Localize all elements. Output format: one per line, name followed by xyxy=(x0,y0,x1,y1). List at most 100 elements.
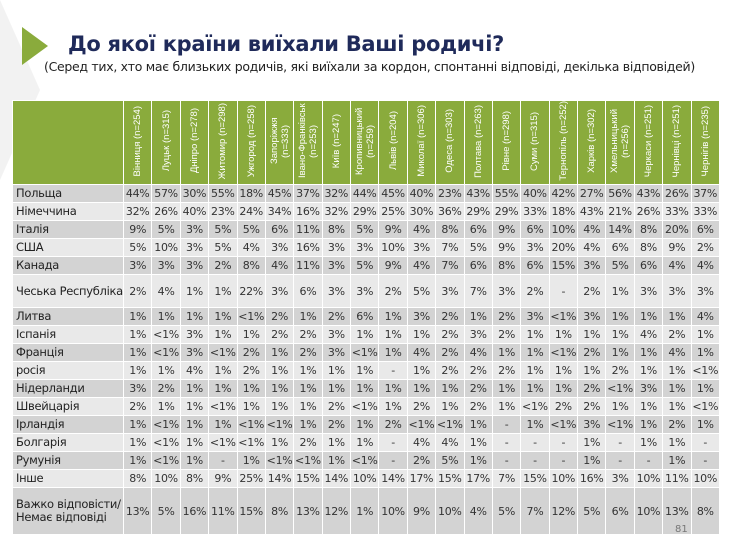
table-cell: 8% xyxy=(435,220,465,239)
table-cell: 43% xyxy=(463,184,493,203)
row-label: Болгарія xyxy=(12,433,124,452)
table-cell: 2% xyxy=(321,397,352,416)
arrow-bullet-icon xyxy=(22,27,48,65)
table-cell: 1% xyxy=(662,451,692,470)
table-cell: 9% xyxy=(662,238,692,257)
column-header: Рівне (n=298) xyxy=(491,100,522,185)
table-row: Литва 1% 1% 1% 1% <1% 2% 1% 2% 6% 1% 3% 2% 1% 2% 3% <1% 3… xyxy=(12,307,720,326)
table-cell: 10% xyxy=(435,487,465,535)
table-cell: 15% xyxy=(236,487,266,535)
table-cell: 1% xyxy=(151,361,181,380)
table-cell: 1% xyxy=(605,397,635,416)
table-cell: 1% xyxy=(208,274,238,308)
table-cell: 10% xyxy=(378,238,408,257)
table-cell: 1% xyxy=(293,379,323,398)
table-cell: 1% xyxy=(576,325,607,344)
table-cell: 9% xyxy=(378,220,408,239)
table-cell: 5% xyxy=(463,238,493,257)
table-cell: 2% xyxy=(520,274,550,308)
column-header-label: Івано-Франківськ (n=253) xyxy=(296,103,319,179)
table-cell: 16% xyxy=(576,469,607,488)
table-cell: 6% xyxy=(690,220,720,239)
table-cell: 9% xyxy=(406,487,437,535)
row-label: Важко відповісти/Немає відповіді xyxy=(12,487,124,535)
table-cell: 5% xyxy=(491,487,522,535)
column-header-label: Луцьк (n=315) xyxy=(160,110,172,172)
table-row: Важко відповісти/Немає відповіді 13% 5% 16%… xyxy=(12,487,720,535)
column-header: Полтава (n=263) xyxy=(463,100,493,185)
column-header: Київ (n=247) xyxy=(321,100,352,185)
table-cell: 6% xyxy=(605,238,635,257)
table-cell: 1% xyxy=(378,397,408,416)
table-cell: - xyxy=(491,451,522,470)
table-cell: 1% xyxy=(690,325,720,344)
table-cell: 4% xyxy=(406,433,437,452)
table-cell: 4% xyxy=(406,220,437,239)
table-cell: 9% xyxy=(491,238,522,257)
table-cell: 2% xyxy=(435,307,465,326)
table-cell: 14% xyxy=(605,220,635,239)
table-cell: 40% xyxy=(520,184,550,203)
table-cell: 1% xyxy=(520,325,550,344)
column-header-label: Чернігів (n=235) xyxy=(699,105,711,177)
table-cell: 56% xyxy=(605,184,635,203)
table-cell: <1% xyxy=(236,433,266,452)
table-cell: 23% xyxy=(208,202,238,221)
table-cell: 1% xyxy=(236,397,266,416)
table-cell: 12% xyxy=(321,487,352,535)
table-cell: 1% xyxy=(208,379,238,398)
table-row: росія 1% 1% 4% 1% 2% 1% 1% 1% 1% -1% 2% 2% 2% 1% 1% 1% 2%… xyxy=(12,361,720,380)
table-cell: <1% xyxy=(236,307,266,326)
table-cell: 2% xyxy=(576,274,607,308)
table-cell: 3% xyxy=(349,238,380,257)
table-row: Інше 8% 10% 8% 9% 25% 14% 15% 14% 10% 14% 17% 15% 17%… xyxy=(12,469,720,488)
table-cell: 2% xyxy=(576,397,607,416)
table-cell: 13% xyxy=(122,487,153,535)
table-row: Швейцарія 2% 1% 1% <1% 1% 1% 1% 2% <1% 1% 2% 1% 2% 1% <… xyxy=(12,397,720,416)
table-cell: 3% xyxy=(321,274,352,308)
table-cell: 1% xyxy=(605,343,635,362)
table-cell: 45% xyxy=(378,184,408,203)
table-cell: 3% xyxy=(605,469,635,488)
table-cell: - xyxy=(520,433,550,452)
table-cell: 4% xyxy=(236,238,266,257)
table-cell: <1% xyxy=(605,379,635,398)
table-cell: 43% xyxy=(633,184,664,203)
table-cell: 17% xyxy=(406,469,437,488)
table-cell: - xyxy=(378,451,408,470)
table-cell: <1% xyxy=(208,343,238,362)
table-cell: 13% xyxy=(293,487,323,535)
table-cell: 4% xyxy=(463,343,493,362)
table-cell: 3% xyxy=(321,256,352,275)
table-cell: 4% xyxy=(576,220,607,239)
table-cell: 3% xyxy=(179,238,210,257)
table-cell: 1% xyxy=(208,307,238,326)
table-cell: 16% xyxy=(293,202,323,221)
table-cell: - xyxy=(491,433,522,452)
table-cell: 1% xyxy=(122,433,153,452)
table-cell: 15% xyxy=(548,256,579,275)
table-cell: <1% xyxy=(690,397,720,416)
table-cell: 20% xyxy=(662,220,692,239)
page-title: До якої країни виїхали Ваші родичі? xyxy=(68,32,505,56)
table-cell: 4% xyxy=(151,274,181,308)
table-cell: 6% xyxy=(520,220,550,239)
table-cell: 1% xyxy=(548,361,579,380)
table-cell: 3% xyxy=(662,274,692,308)
column-header-label: Львів (n=204) xyxy=(387,111,399,171)
table-cell: 2% xyxy=(662,415,692,434)
table-cell: 1% xyxy=(605,274,635,308)
table-cell: 44% xyxy=(349,184,380,203)
table-cell: 10% xyxy=(151,469,181,488)
column-header: Одеса (n=303) xyxy=(435,100,465,185)
table-cell: 2% xyxy=(406,397,437,416)
table-cell: 3% xyxy=(179,256,210,275)
table-cell: 2% xyxy=(662,325,692,344)
table-cell: 3% xyxy=(690,274,720,308)
table-cell: 27% xyxy=(576,184,607,203)
table-row: Канада 3% 3% 3% 2% 8% 4% 11% 3% 5% 9% 4% 7% 6% 8% 6% 15%… xyxy=(12,256,720,275)
table-cell: 3% xyxy=(576,307,607,326)
table-cell: 14% xyxy=(321,469,352,488)
table-row: Ірландія 1% <1% 1% 1% <1% <1% 1% 2% 1% 2% <1% <1% 1% -… xyxy=(12,415,720,434)
table-cell: 45% xyxy=(264,184,295,203)
